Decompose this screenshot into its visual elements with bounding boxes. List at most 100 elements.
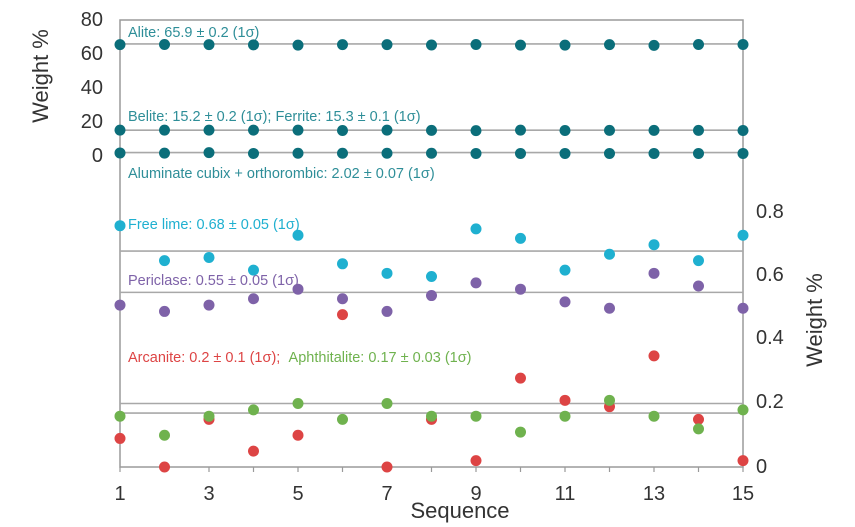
- series-free-lime: [114, 220, 749, 282]
- data-point: [470, 223, 482, 235]
- data-point: [737, 455, 749, 467]
- data-point: [203, 39, 215, 51]
- data-point: [648, 410, 660, 422]
- data-point: [559, 39, 571, 51]
- data-point: [648, 350, 660, 362]
- data-point: [426, 271, 437, 282]
- series-aluminate: [114, 147, 749, 159]
- left-tick-label: 40: [81, 77, 103, 99]
- data-point: [381, 398, 393, 409]
- data-point: [114, 432, 126, 444]
- data-point: [604, 147, 615, 159]
- data-point: [470, 410, 482, 422]
- data-point: [159, 38, 170, 50]
- data-point: [248, 264, 259, 276]
- data-point: [248, 404, 259, 416]
- data-point: [604, 248, 615, 260]
- series-aphthitalite: [114, 394, 749, 441]
- data-point: [381, 147, 393, 159]
- annotation-arcanite: Arcanite: 0.2 ± 0.1 (1σ);: [128, 350, 280, 366]
- x-tick-label: 15: [732, 483, 754, 505]
- right-axis-ticks: 0.8 0.6 0.4 0.2 0: [756, 201, 784, 478]
- series-belite: [114, 124, 749, 137]
- series-periclase: [114, 267, 749, 317]
- data-point: [648, 147, 660, 159]
- data-point: [248, 124, 259, 136]
- data-point: [648, 39, 660, 51]
- annotation-aphthitalite: Aphthitalite: 0.17 ± 0.03 (1σ): [289, 350, 472, 366]
- data-point: [203, 299, 215, 311]
- data-point: [693, 38, 704, 50]
- data-point: [693, 280, 704, 292]
- data-point: [337, 309, 348, 321]
- data-point: [559, 147, 571, 159]
- series-arcanite: [114, 309, 749, 473]
- data-point: [737, 125, 749, 136]
- data-point: [737, 404, 749, 416]
- data-point: [248, 147, 259, 159]
- x-tick-label: 9: [470, 483, 481, 505]
- data-point: [292, 39, 304, 51]
- data-point: [337, 413, 348, 425]
- data-point: [737, 38, 749, 50]
- x-axis-ticks: 1 3 5 7 9 11 13 15: [114, 483, 754, 505]
- data-point: [337, 258, 348, 270]
- data-point: [693, 413, 704, 425]
- data-point: [693, 255, 704, 267]
- data-point: [114, 220, 126, 232]
- data-point: [426, 124, 437, 136]
- data-point: [426, 39, 437, 51]
- data-point: [470, 125, 482, 137]
- data-point: [292, 283, 304, 295]
- data-point: [559, 264, 571, 276]
- right-tick-label: 0.4: [756, 327, 784, 349]
- right-tick-label: 0.8: [756, 201, 784, 223]
- data-point: [559, 394, 571, 406]
- x-axis-title: Sequence: [410, 498, 509, 523]
- data-point: [337, 147, 348, 159]
- data-point: [737, 229, 749, 241]
- plot-frame: [119, 19, 744, 472]
- data-point: [559, 296, 571, 308]
- data-point: [203, 251, 215, 263]
- x-tick-label: 3: [203, 483, 214, 505]
- data-point: [604, 302, 615, 314]
- data-point: [559, 125, 571, 136]
- data-point: [693, 423, 704, 435]
- data-point: [470, 38, 482, 50]
- data-point: [515, 426, 526, 438]
- x-tick-label: 13: [643, 483, 665, 505]
- data-point: [515, 124, 526, 136]
- data-point: [248, 39, 259, 51]
- data-point: [381, 305, 393, 317]
- right-tick-label: 0.6: [756, 264, 784, 286]
- data-point: [203, 147, 215, 159]
- data-point: [248, 293, 259, 305]
- data-point: [515, 283, 526, 295]
- annotation-alite: Alite: 65.9 ± 0.2 (1σ): [128, 25, 259, 41]
- data-point: [515, 372, 526, 384]
- data-point: [515, 147, 526, 159]
- data-point: [292, 229, 304, 241]
- x-tick-label: 7: [381, 483, 392, 505]
- annotation-arcanite-aphthitalite: Arcanite: 0.2 ± 0.1 (1σ); Aphthitalite: …: [128, 350, 472, 366]
- data-point: [381, 124, 393, 136]
- data-point: [426, 410, 437, 422]
- data-point: [337, 39, 348, 51]
- data-point: [203, 410, 215, 422]
- left-axis-title: Weight %: [28, 29, 53, 123]
- data-point: [737, 147, 749, 159]
- data-points: [114, 38, 749, 473]
- data-point: [470, 277, 482, 289]
- data-point: [559, 410, 571, 422]
- annotation-aluminate: Aluminate cubix + orthorombic: 2.02 ± 0.…: [128, 166, 435, 182]
- data-point: [470, 455, 482, 467]
- data-point: [203, 124, 215, 136]
- data-point: [337, 125, 348, 136]
- x-tick-label: 1: [114, 483, 125, 505]
- data-point: [648, 267, 660, 279]
- data-point: [292, 429, 304, 441]
- data-point: [515, 232, 526, 244]
- x-tick-label: 11: [555, 483, 576, 505]
